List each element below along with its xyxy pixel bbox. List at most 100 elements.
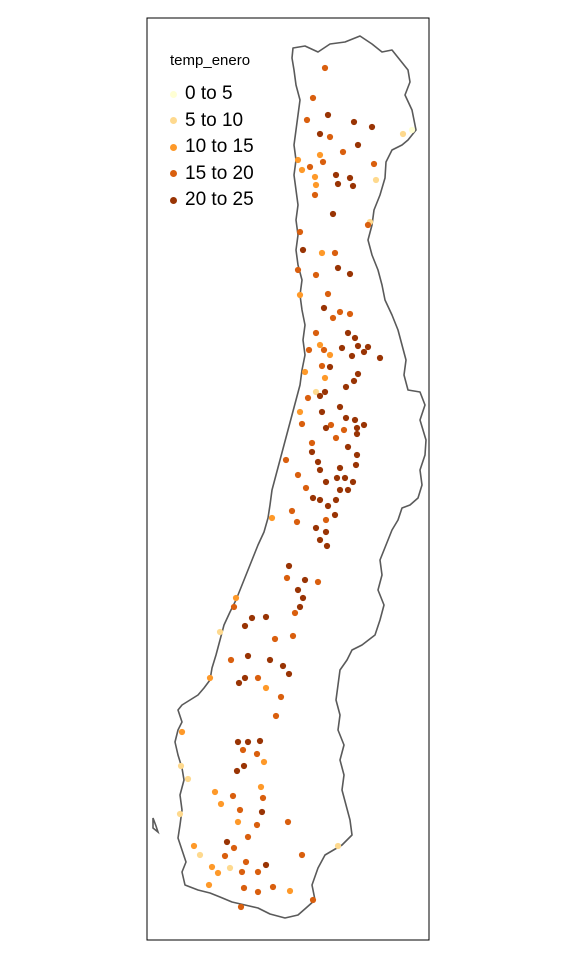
station-point xyxy=(344,329,352,337)
station-point xyxy=(322,424,330,432)
station-point xyxy=(294,156,302,164)
station-point xyxy=(316,496,324,504)
station-point xyxy=(259,794,267,802)
station-point xyxy=(256,737,264,745)
station-point xyxy=(298,851,306,859)
station-point xyxy=(349,182,357,190)
station-point xyxy=(316,392,324,400)
station-point xyxy=(233,767,241,775)
station-point xyxy=(324,502,332,510)
station-point xyxy=(235,679,243,687)
legend-items: 0 to 5 5 to 10 10 to 15 15 to 20 20 to 25 xyxy=(170,81,254,214)
station-point xyxy=(299,246,307,254)
legend-swatch xyxy=(170,117,177,125)
station-point xyxy=(321,374,329,382)
station-point xyxy=(230,603,238,611)
station-point xyxy=(326,363,334,371)
station-point xyxy=(266,656,274,664)
station-point xyxy=(241,622,249,630)
station-point xyxy=(262,684,270,692)
station-point xyxy=(262,613,270,621)
station-point xyxy=(338,344,346,352)
station-point xyxy=(350,377,358,385)
station-point xyxy=(354,370,362,378)
station-point xyxy=(370,160,378,168)
station-point xyxy=(316,130,324,138)
legend-label: 20 to 25 xyxy=(185,189,254,211)
station-point xyxy=(326,133,334,141)
station-point xyxy=(241,674,249,682)
station-point xyxy=(311,173,319,181)
station-point xyxy=(294,471,302,479)
station-point xyxy=(341,474,349,482)
station-point xyxy=(316,536,324,544)
station-point xyxy=(301,576,309,584)
station-point xyxy=(208,863,216,871)
station-point xyxy=(206,674,214,682)
station-point xyxy=(360,348,368,356)
station-point xyxy=(324,290,332,298)
legend-label: 15 to 20 xyxy=(185,162,254,184)
map-legend: temp_enero 0 to 5 5 to 10 10 to 15 15 to 20… xyxy=(170,52,254,214)
station-point xyxy=(331,249,339,257)
station-point xyxy=(211,788,219,796)
station-point xyxy=(353,430,361,438)
station-point xyxy=(346,270,354,278)
station-point xyxy=(257,783,265,791)
station-point xyxy=(346,310,354,318)
station-point xyxy=(254,888,262,896)
station-point xyxy=(334,264,342,272)
station-point xyxy=(319,158,327,166)
station-point xyxy=(311,191,319,199)
legend-item: 5 to 10 xyxy=(170,108,254,135)
station-points xyxy=(176,64,416,911)
station-point xyxy=(351,416,359,424)
station-point xyxy=(190,842,198,850)
station-point xyxy=(312,181,320,189)
legend-swatch xyxy=(170,90,177,98)
station-point xyxy=(372,176,380,184)
station-point xyxy=(291,609,299,617)
station-point xyxy=(346,174,354,182)
station-point xyxy=(364,221,372,229)
station-point xyxy=(309,896,317,904)
station-point xyxy=(282,456,290,464)
station-point xyxy=(336,403,344,411)
legend-swatch xyxy=(170,196,177,204)
station-point xyxy=(376,354,384,362)
station-point xyxy=(399,130,407,138)
station-point xyxy=(240,762,248,770)
station-point xyxy=(262,861,270,869)
station-point xyxy=(205,881,213,889)
station-point xyxy=(323,542,331,550)
station-point xyxy=(314,578,322,586)
station-point xyxy=(309,494,317,502)
station-point xyxy=(306,163,314,171)
station-point xyxy=(351,334,359,342)
station-point xyxy=(279,662,287,670)
station-point xyxy=(308,439,316,447)
station-point xyxy=(318,408,326,416)
station-point xyxy=(294,266,302,274)
station-point xyxy=(296,603,304,611)
station-point xyxy=(296,408,304,416)
station-point xyxy=(229,792,237,800)
station-point xyxy=(272,712,280,720)
station-point xyxy=(336,486,344,494)
station-point xyxy=(349,478,357,486)
station-point xyxy=(286,887,294,895)
station-point xyxy=(294,586,302,594)
station-point xyxy=(234,738,242,746)
station-point xyxy=(321,64,329,72)
station-point xyxy=(309,94,317,102)
station-point xyxy=(253,750,261,758)
station-point xyxy=(322,478,330,486)
station-point xyxy=(342,383,350,391)
station-point xyxy=(316,151,324,159)
station-point xyxy=(334,842,342,850)
station-point xyxy=(214,869,222,877)
station-point xyxy=(316,466,324,474)
station-point xyxy=(234,818,242,826)
station-point xyxy=(314,458,322,466)
station-point xyxy=(293,518,301,526)
